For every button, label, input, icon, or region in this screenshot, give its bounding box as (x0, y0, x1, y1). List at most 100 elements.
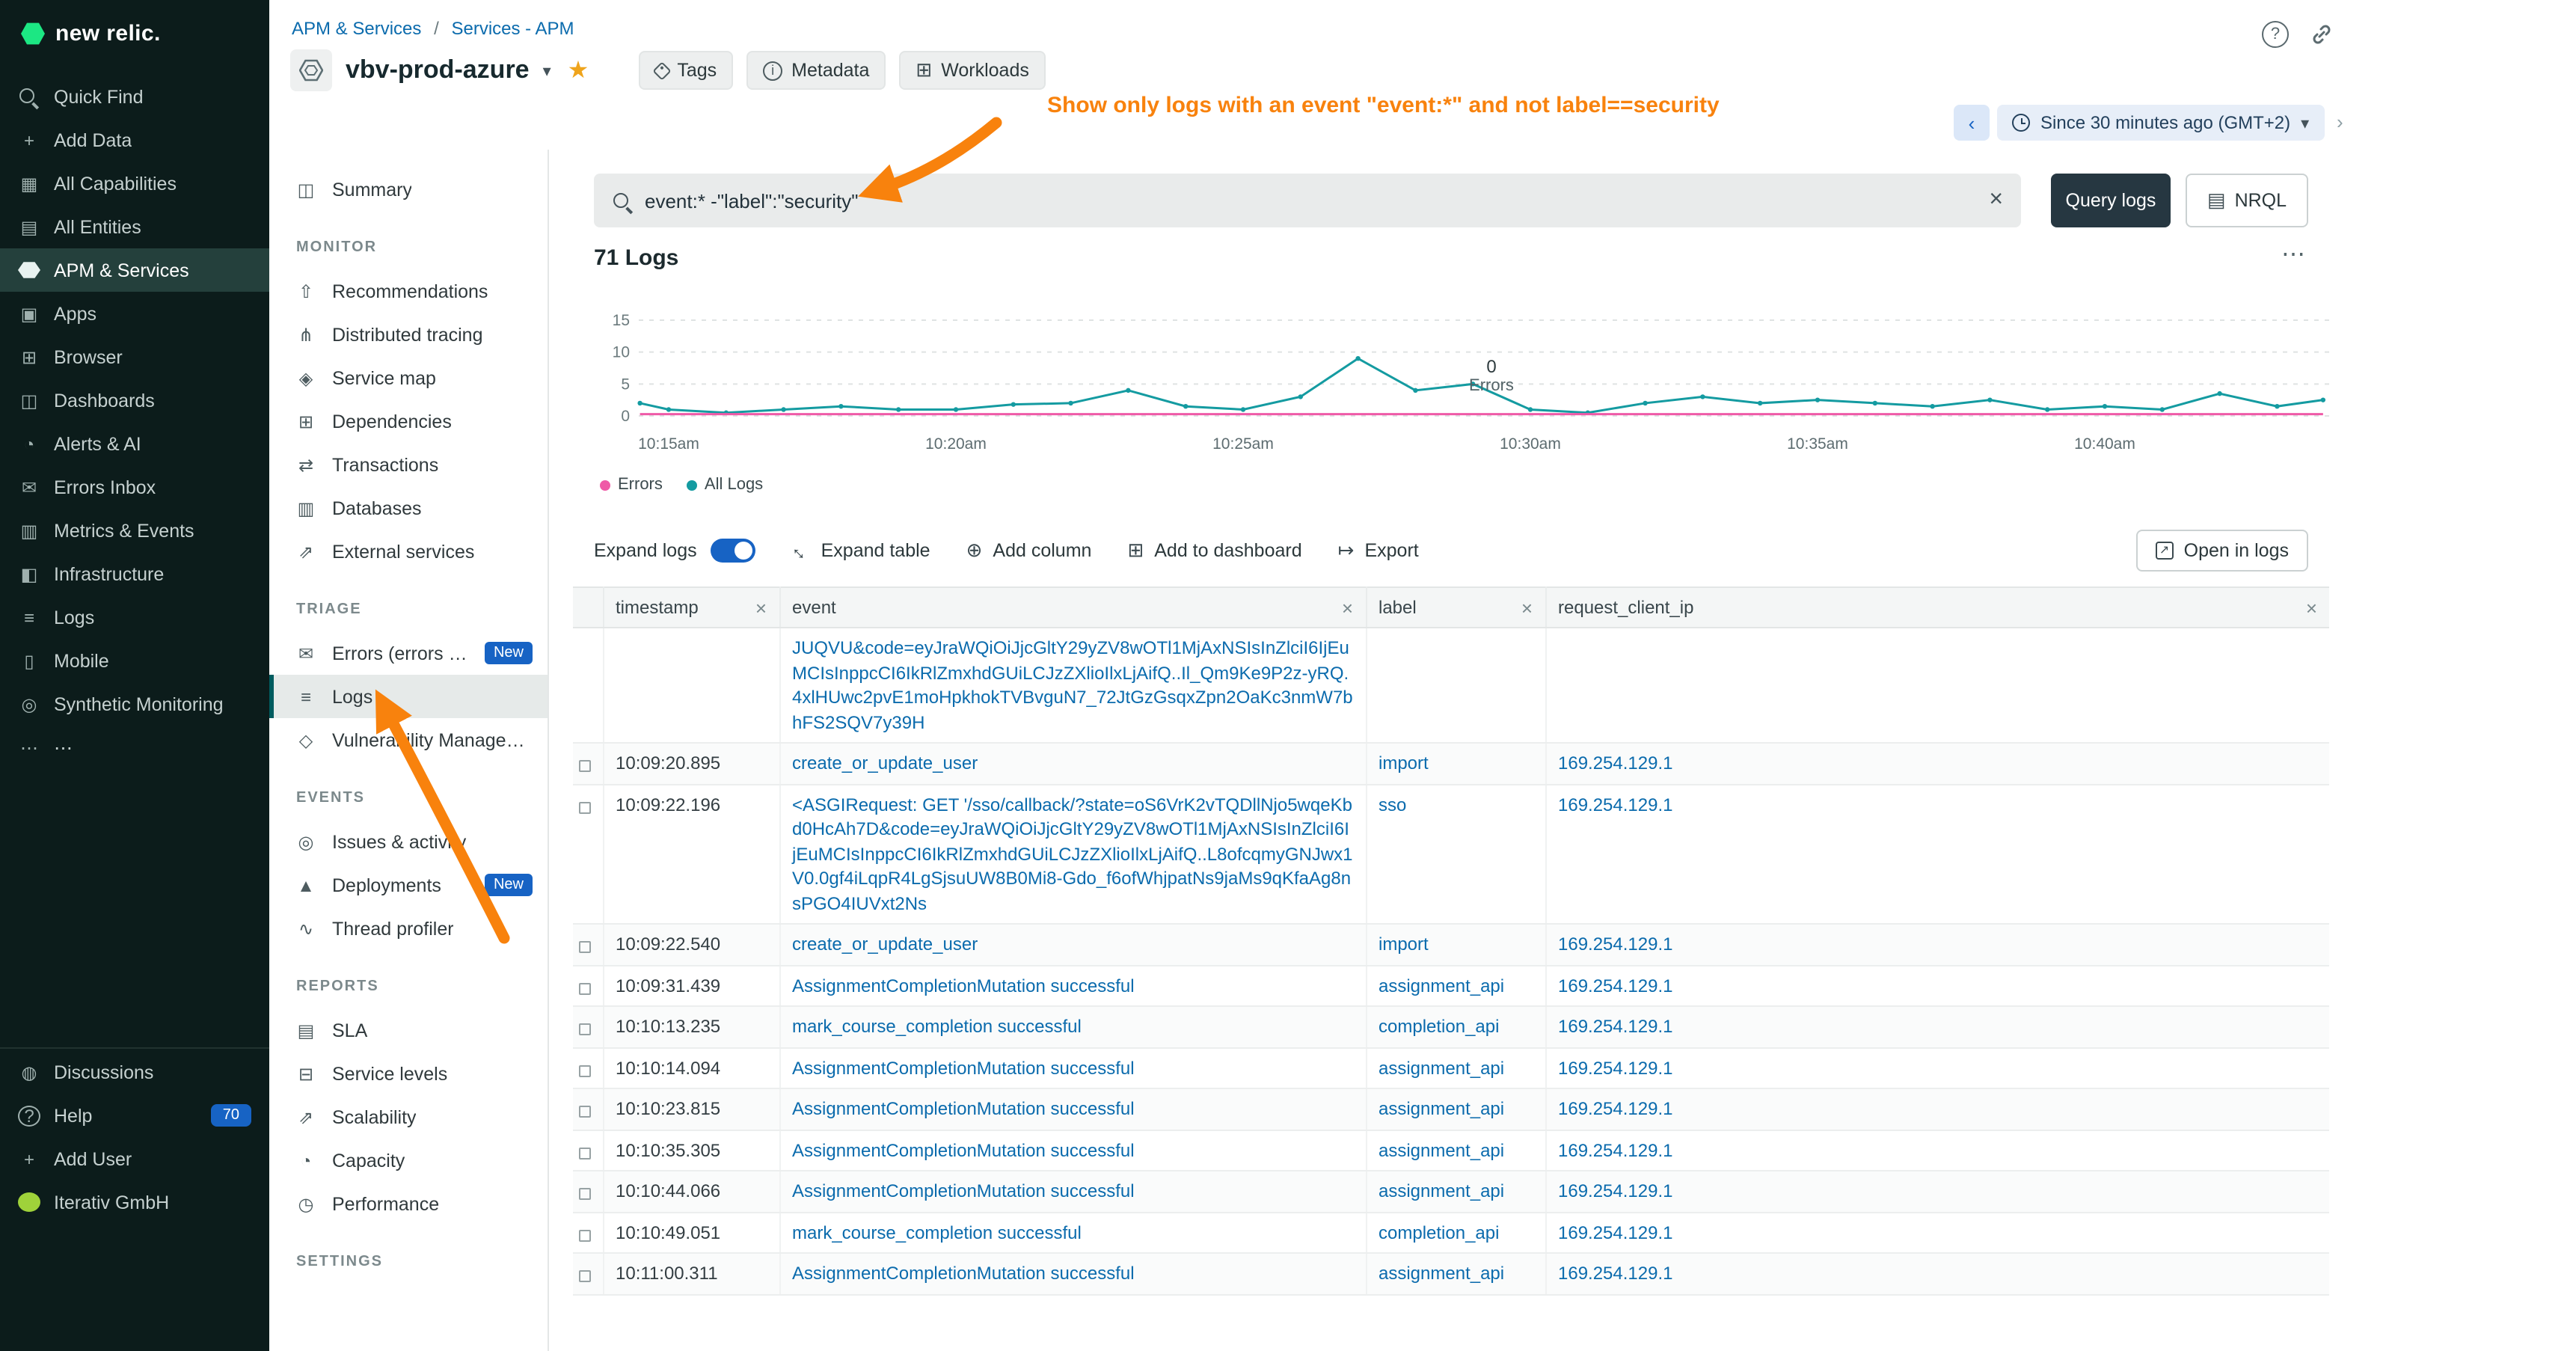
subnav-item-issues-activity[interactable]: ◎ Issues & activity (269, 820, 548, 863)
subnav-item-errors-errors-inb[interactable]: ✉ Errors (errors inb… New (269, 631, 548, 675)
sidebar-item-dashboards[interactable]: ◫ Dashboards (0, 379, 269, 422)
sidebar-item-synthetic-monitoring[interactable]: ◎ Synthetic Monitoring (0, 682, 269, 726)
event-link[interactable]: AssignmentCompletionMutation successful (792, 975, 1135, 996)
ip-link[interactable]: 169.254.129.1 (1558, 1016, 1673, 1037)
ip-link[interactable]: 169.254.129.1 (1558, 1057, 1673, 1078)
row-checkbox-icon[interactable] (579, 1229, 591, 1241)
subnav-item-distributed-tracing[interactable]: ⋔ Distributed tracing (269, 313, 548, 356)
chart-more-menu[interactable]: ⋯ (2281, 242, 2305, 268)
label-link[interactable]: completion_api (1379, 1016, 1500, 1037)
event-link[interactable]: create_or_update_user (792, 934, 978, 955)
subnav-item-capacity[interactable]: ◔ Capacity (269, 1139, 548, 1182)
label-link[interactable]: import (1379, 934, 1429, 955)
expand-table-button[interactable]: ↔ Expand table (786, 536, 930, 566)
subnav-item-recommendations[interactable]: ⇧ Recommendations (269, 269, 548, 313)
label-link[interactable]: assignment_api (1379, 1180, 1505, 1201)
event-link[interactable]: mark_course_completion successful (792, 1016, 1082, 1037)
table-row[interactable]: 10:11:00.311 AssignmentCompletionMutation… (573, 1253, 2329, 1295)
sidebar-item-logs[interactable]: ≡ Logs (0, 595, 269, 639)
event-link[interactable]: AssignmentCompletionMutation successful (792, 1098, 1135, 1119)
help-circle-icon[interactable]: ? (2262, 21, 2289, 48)
subnav-item-transactions[interactable]: ⇄ Transactions (269, 443, 548, 486)
row-checkbox-icon[interactable] (579, 760, 591, 772)
label-link[interactable]: assignment_api (1379, 1057, 1505, 1078)
subnav-item-performance[interactable]: ◷ Performance (269, 1182, 548, 1225)
row-checkbox-icon[interactable] (579, 982, 591, 994)
row-checkbox-icon[interactable] (579, 801, 591, 813)
sidebar-item-help[interactable]: ? Help 70 (0, 1094, 269, 1137)
tags-button[interactable]: Tags (638, 51, 734, 90)
remove-column-icon[interactable]: × (2305, 596, 2317, 619)
label-link[interactable]: assignment_api (1379, 1139, 1505, 1160)
event-link[interactable]: mark_course_completion successful (792, 1222, 1082, 1243)
time-picker[interactable]: Since 30 minutes ago (GMT+2) ▾ (1997, 105, 2325, 141)
permalink-icon[interactable] (2310, 22, 2334, 54)
ip-link[interactable]: 169.254.129.1 (1558, 1222, 1673, 1243)
event-link[interactable]: AssignmentCompletionMutation successful (792, 1180, 1135, 1201)
remove-column-icon[interactable]: × (1521, 596, 1533, 619)
label-link[interactable]: sso (1379, 794, 1407, 815)
event-link[interactable]: AssignmentCompletionMutation successful (792, 1139, 1135, 1160)
table-row[interactable]: 10:09:20.895 create_or_update_user import 1… (573, 743, 2329, 785)
table-row[interactable]: 10:10:44.066 AssignmentCompletionMutation… (573, 1171, 2329, 1213)
sidebar-item-all-entities[interactable]: ▤ All Entities (0, 205, 269, 248)
table-row[interactable]: 10:10:35.305 AssignmentCompletionMutation… (573, 1130, 2329, 1171)
table-row[interactable]: 10:10:14.094 AssignmentCompletionMutation… (573, 1047, 2329, 1089)
sidebar-item-browser[interactable]: ⊞ Browser (0, 335, 269, 379)
subnav-item-vulnerability-management[interactable]: ◇ Vulnerability Management (269, 718, 548, 762)
subnav-item-scalability[interactable]: ⇗ Scalability (269, 1095, 548, 1139)
table-row[interactable]: 10:09:31.439 AssignmentCompletionMutation… (573, 965, 2329, 1007)
event-link[interactable]: <ASGIRequest: GET '/sso/callback/?state=… (792, 794, 1353, 913)
table-row[interactable]: 10:10:13.235 mark_course_completion succe… (573, 1006, 2329, 1048)
row-checkbox-icon[interactable] (579, 1147, 591, 1159)
label-link[interactable]: import (1379, 753, 1429, 773)
legend-item-all-logs[interactable]: All Logs (686, 476, 763, 494)
time-back-button[interactable]: ‹ (1954, 105, 1990, 141)
sidebar-item-more[interactable]: ⋯ ⋯ (0, 726, 269, 769)
subnav-item-service-levels[interactable]: ⊟ Service levels (269, 1052, 548, 1095)
row-checkbox-icon[interactable] (579, 1106, 591, 1118)
table-row[interactable]: 10:09:22.196 <ASGIRequest: GET '/sso/call… (573, 784, 2329, 925)
subnav-item-external-services[interactable]: ⇗ External services (269, 530, 548, 573)
export-button[interactable]: ↦ Export (1338, 539, 1419, 563)
breadcrumb-link-apm-services[interactable]: APM & Services (292, 18, 422, 39)
event-link[interactable]: AssignmentCompletionMutation successful (792, 1057, 1135, 1078)
table-row[interactable]: 10:09:22.540 create_or_update_user import 1… (573, 924, 2329, 966)
subnav-item-service-map[interactable]: ◈ Service map (269, 356, 548, 399)
sidebar-item-metrics-events[interactable]: ▥ Metrics & Events (0, 509, 269, 552)
breadcrumb-link-services-apm[interactable]: Services - APM (451, 18, 574, 39)
open-in-logs-button[interactable]: ↗ Open in logs (2135, 530, 2308, 572)
sidebar-item-errors-inbox[interactable]: ✉ Errors Inbox (0, 465, 269, 509)
time-forward-button[interactable]: › (2337, 111, 2343, 133)
ip-link[interactable]: 169.254.129.1 (1558, 753, 1673, 773)
metadata-button[interactable]: i Metadata (746, 51, 886, 90)
subnav-item-databases[interactable]: ▥ Databases (269, 486, 548, 530)
label-link[interactable]: assignment_api (1379, 1263, 1505, 1284)
sidebar-item-add-user[interactable]: + Add User (0, 1137, 269, 1180)
workloads-button[interactable]: ⊞ Workloads (899, 51, 1046, 90)
subnav-item-dependencies[interactable]: ⊞ Dependencies (269, 399, 548, 443)
subnav-item-sla[interactable]: ▤ SLA (269, 1008, 548, 1052)
favorite-star-icon[interactable]: ★ (567, 58, 589, 84)
subnav-item-thread-profiler[interactable]: ∿ Thread profiler (269, 907, 548, 950)
add-to-dashboard-button[interactable]: ⊞ Add to dashboard (1127, 539, 1301, 563)
row-checkbox-icon[interactable] (579, 1188, 591, 1200)
ip-link[interactable]: 169.254.129.1 (1558, 1263, 1673, 1284)
sidebar-item-apm-services[interactable]: APM & Services (0, 248, 269, 292)
sidebar-item-add-data[interactable]: + Add Data (0, 118, 269, 162)
label-link[interactable]: assignment_api (1379, 1098, 1505, 1119)
sidebar-item-mobile[interactable]: ▯ Mobile (0, 639, 269, 682)
clear-search-icon[interactable]: × (1989, 187, 2003, 212)
remove-column-icon[interactable]: × (1341, 596, 1353, 619)
sidebar-item-discussions[interactable]: ◍ Discussions (0, 1050, 269, 1094)
table-row[interactable]: 10:10:23.815 AssignmentCompletionMutation… (573, 1088, 2329, 1130)
ip-link[interactable]: 169.254.129.1 (1558, 794, 1673, 815)
nrql-button[interactable]: ▤ NRQL (2186, 174, 2308, 227)
sidebar-item-infrastructure[interactable]: ◧ Infrastructure (0, 552, 269, 595)
table-row[interactable]: 10:10:49.051 mark_course_completion succe… (573, 1212, 2329, 1254)
event-link[interactable]: create_or_update_user (792, 753, 978, 773)
ip-link[interactable]: 169.254.129.1 (1558, 1098, 1673, 1119)
sidebar-item-alerts-ai[interactable]: ◔ Alerts & AI (0, 422, 269, 465)
search-input[interactable] (645, 189, 1976, 212)
entity-dropdown-chevron-icon[interactable]: ▾ (542, 62, 551, 80)
